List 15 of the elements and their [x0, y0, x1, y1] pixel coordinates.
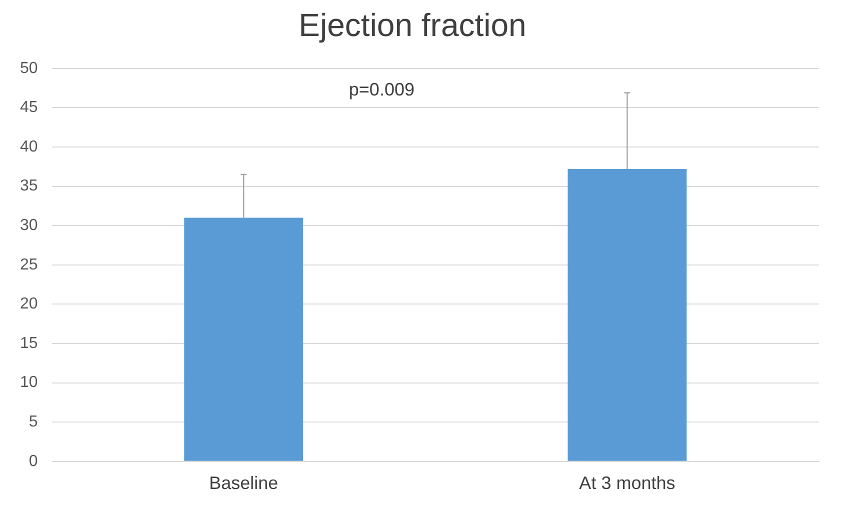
y-tick-label: 0: [28, 452, 38, 470]
y-tick-label: 50: [20, 60, 38, 77]
x-tick-label: Baseline: [209, 473, 278, 494]
y-tick-label: 5: [28, 414, 38, 431]
y-tick-label: 10: [20, 374, 38, 392]
y-tick-label: 25: [20, 256, 38, 274]
annotation: p=0.009: [348, 79, 414, 100]
y-tick-label: 40: [20, 138, 38, 156]
x-tick-label: At 3 months: [579, 473, 676, 494]
y-tick-label: 20: [20, 296, 38, 313]
y-tick-label: 15: [20, 334, 38, 352]
chart-title: Ejection fraction: [298, 7, 526, 44]
y-tick-label: 30: [20, 217, 38, 234]
y-tick-label: 45: [20, 99, 38, 116]
y-tick-label: 35: [20, 178, 38, 195]
